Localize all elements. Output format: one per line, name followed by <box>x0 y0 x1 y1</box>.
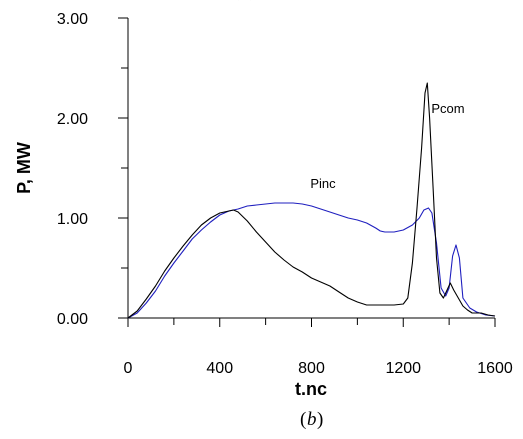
x-tick-label: 1200 <box>385 360 421 377</box>
x-tick-label: 800 <box>298 360 325 377</box>
caption-open-paren: ( <box>300 409 306 430</box>
y-axis-label: P, MW <box>14 142 34 194</box>
figure-caption: ( b ) <box>300 409 323 430</box>
y-tick-label: 0.00 <box>57 311 88 328</box>
axis-tick-labels: 0 400 800 1200 1600 0.00 1.00 2.00 3.00 <box>57 11 513 377</box>
svg-text:(: ( <box>233 0 239 1</box>
series-line-pcom <box>127 82 496 319</box>
svg-text:a: a <box>239 0 249 1</box>
y-tick-label: 3.00 <box>57 11 88 28</box>
series-labels: Pinc Pcom <box>310 101 464 191</box>
x-tick-label: 1600 <box>477 360 513 377</box>
svg-text:): ) <box>250 0 256 1</box>
caption-close-paren: ) <box>317 409 323 430</box>
series-label-pinc: Pinc <box>310 176 336 191</box>
caption-letter: b <box>307 409 317 430</box>
y-tick-label: 2.00 <box>57 111 88 128</box>
series-line-pinc <box>127 202 496 319</box>
x-axis-label: t.nc <box>295 379 327 399</box>
series-label-pcom: Pcom <box>431 101 464 116</box>
series-layer <box>127 82 496 319</box>
y-tick-label: 1.00 <box>57 211 88 228</box>
x-tick-label: 400 <box>206 360 233 377</box>
x-tick-label: 0 <box>124 360 133 377</box>
top-caption-fragment: ( a ) <box>233 0 256 1</box>
axis-ticks <box>118 17 496 327</box>
